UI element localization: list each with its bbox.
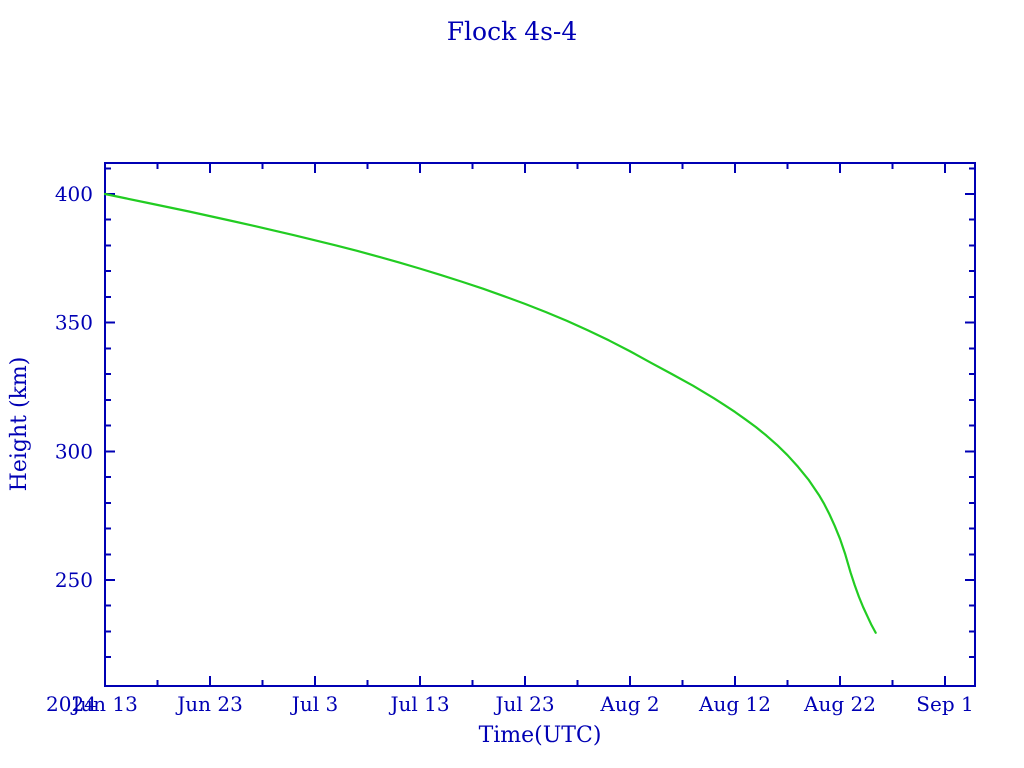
x-axis-ticks	[104, 163, 946, 686]
x-tick-label: Jul 23	[493, 692, 554, 716]
y-axis-tick-labels: 400 350 300 250	[55, 182, 93, 592]
x-axis-tick-labels: Jun 13 Jun 23 Jul 3 Jul 13 Jul 23 Aug 2 Aug 12…	[70, 692, 974, 716]
x-tick-label: Aug 22	[803, 692, 876, 716]
y-tick-label: 400	[55, 182, 93, 206]
x-tick-label: Aug 2	[599, 692, 659, 716]
y-axis-ticks	[105, 167, 975, 659]
y-tick-label: 350	[55, 311, 93, 335]
x-axis-year-label: 2024	[46, 692, 97, 716]
x-tick-label: Jul 13	[388, 692, 449, 716]
x-tick-label: Sep 1	[916, 692, 973, 716]
plot-frame	[104, 162, 976, 687]
chart-title: Flock 4s-4	[447, 17, 578, 46]
y-tick-label: 300	[55, 439, 93, 463]
x-tick-label: Aug 12	[698, 692, 771, 716]
x-tick-label: Jun 13	[70, 692, 138, 716]
x-tick-label: Jun 23	[175, 692, 243, 716]
height-decay-series	[103, 192, 877, 634]
x-tick-label: Jul 3	[290, 692, 338, 716]
y-tick-label: 250	[55, 568, 93, 592]
y-axis-title: Height (km)	[7, 357, 32, 492]
x-axis-title: Time(UTC)	[479, 723, 602, 748]
